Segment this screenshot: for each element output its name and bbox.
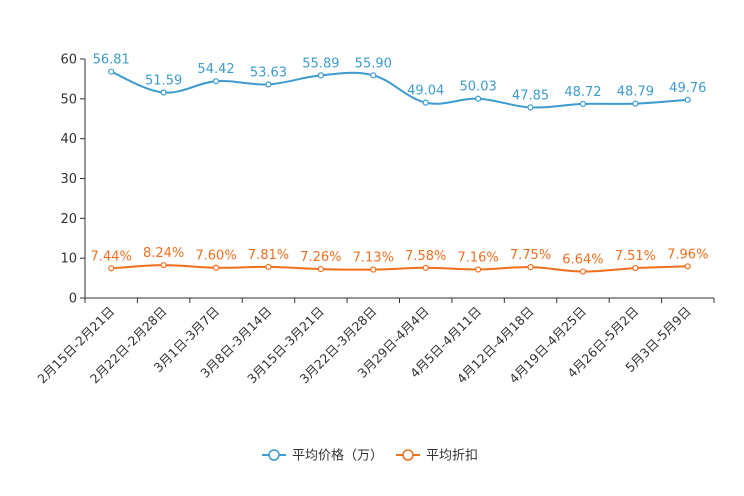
series-layer: 56.81 51.59 54.42 53.63 55.89 55.90 49.04 50.03… <box>91 53 708 275</box>
data-label: 6.64% <box>562 253 603 268</box>
data-label: 55.89 <box>302 56 339 71</box>
data-point <box>370 266 377 273</box>
legend-item-1: 平均价格（万） <box>262 448 383 464</box>
y-ticks: 0 10 20 30 40 50 60 <box>60 53 85 307</box>
y-tick-label: 0 <box>69 292 77 307</box>
y-tick-label: 20 <box>60 212 77 227</box>
legend-marker <box>268 449 280 461</box>
data-label: 7.26% <box>300 250 341 265</box>
data-point <box>632 100 639 107</box>
series-1: 56.81 51.59 54.42 53.63 55.89 55.90 49.04 50.03… <box>93 53 706 111</box>
data-label: 48.72 <box>564 85 601 100</box>
y-tick-label: 60 <box>60 53 77 68</box>
y-tick-label: 30 <box>60 172 77 187</box>
series-line <box>110 70 688 109</box>
y-tick-label: 40 <box>60 132 77 147</box>
y-tick-label: 50 <box>60 92 77 107</box>
data-point <box>108 265 115 272</box>
data-point <box>579 268 587 275</box>
data-point <box>475 266 482 273</box>
data-point <box>212 78 220 85</box>
data-label: 8.24% <box>143 246 184 261</box>
data-point <box>579 100 587 108</box>
data-point <box>160 262 167 269</box>
data-label: 55.90 <box>355 56 392 71</box>
data-label: 53.63 <box>250 65 287 80</box>
legend-marker <box>402 449 414 461</box>
x-ticks: 2月15日-2月21日2月22日-2月28日3月1日-3月7日3月8日-3月14… <box>34 298 715 386</box>
data-label: 7.16% <box>457 250 498 265</box>
series-2: 7.44% 8.24% 7.60% 7.81% 7.26% 7.13% 7.58% 7.16%… <box>91 246 708 275</box>
data-label: 7.44% <box>91 249 132 264</box>
data-point <box>527 104 534 111</box>
data-label: 7.75% <box>510 248 551 263</box>
data-label: 47.85 <box>512 88 549 103</box>
data-label: 7.58% <box>405 249 446 264</box>
legend-label: 平均价格（万） <box>292 448 383 464</box>
data-point <box>317 265 324 273</box>
data-point <box>160 89 167 96</box>
data-point <box>684 96 691 103</box>
data-point <box>684 263 691 270</box>
data-label: 48.79 <box>617 85 654 100</box>
data-point <box>475 95 482 102</box>
series-line <box>111 264 688 273</box>
data-label: 54.42 <box>197 62 234 77</box>
data-label: 51.59 <box>145 73 182 88</box>
data-label: 49.76 <box>669 81 706 96</box>
data-point <box>212 264 220 271</box>
data-point <box>370 72 377 79</box>
data-point <box>265 263 272 270</box>
data-label: 50.03 <box>460 80 497 95</box>
data-label: 49.04 <box>407 84 444 99</box>
data-label: 7.96% <box>667 247 708 262</box>
y-tick-label: 10 <box>60 252 77 267</box>
data-point <box>317 72 324 79</box>
data-point <box>632 264 639 272</box>
legend-item-2: 平均折扣 <box>396 449 478 464</box>
legend: 平均价格（万） 平均折扣 <box>262 448 478 464</box>
data-label: 7.60% <box>195 249 236 264</box>
data-label: 7.51% <box>615 249 656 264</box>
data-point <box>108 68 115 75</box>
data-label: 7.81% <box>248 248 289 263</box>
data-point <box>422 99 429 106</box>
data-label: 7.13% <box>353 251 394 266</box>
data-point <box>422 264 429 271</box>
legend-label: 平均折扣 <box>426 449 478 464</box>
data-point <box>265 81 272 88</box>
data-point <box>527 264 534 271</box>
data-label: 56.81 <box>93 53 130 68</box>
